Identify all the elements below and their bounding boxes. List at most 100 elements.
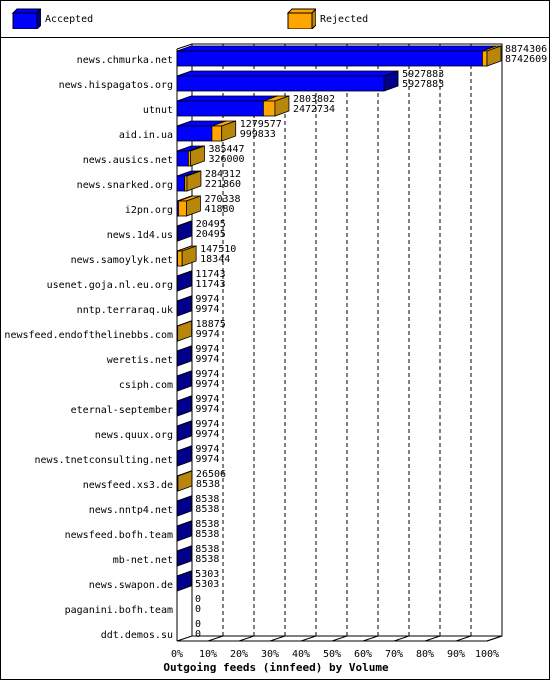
accepted-value-label: 5303 xyxy=(195,579,219,590)
offered-value-label: 9974 xyxy=(195,344,219,355)
floor-tick xyxy=(486,635,503,642)
accepted-value-label: 9974 xyxy=(195,454,219,465)
category-label: news.nntp4.net xyxy=(89,505,173,516)
accepted-value-label: 8538 xyxy=(196,479,220,490)
offered-value-label: 26506 xyxy=(196,469,226,480)
category-label: news.1d4.us xyxy=(107,230,173,241)
accepted-bar-top xyxy=(176,70,399,77)
accepted-value-label: 11743 xyxy=(195,279,225,290)
offered-value-label: 0 xyxy=(195,619,201,630)
accepted-value-label: 9974 xyxy=(195,354,219,365)
x-tick-label: 50% xyxy=(323,649,341,660)
accepted-value-label: 221860 xyxy=(205,179,241,190)
rejected-bar-side xyxy=(186,170,202,192)
x-tick-label: 0% xyxy=(171,649,183,660)
offered-value-label: 1279577 xyxy=(240,119,282,130)
accepted-bar-side xyxy=(176,495,192,517)
rejected-bar-side xyxy=(221,120,237,142)
category-label: nntp.terraraq.uk xyxy=(77,305,173,316)
rejected-bar-side xyxy=(274,95,290,117)
accepted-bar-side xyxy=(176,345,192,367)
category-label: newsfeed.bofh.team xyxy=(65,530,173,541)
x-tick-label: 90% xyxy=(447,649,465,660)
floor-tick xyxy=(300,635,317,642)
accepted-value-label: 5927883 xyxy=(402,79,444,90)
offered-value-label: 8538 xyxy=(195,544,219,555)
category-label: utnut xyxy=(143,105,173,116)
offered-value-label: 9974 xyxy=(195,294,219,305)
accepted-bar xyxy=(176,100,264,117)
accepted-value-label: 18344 xyxy=(200,254,230,265)
category-label: i2pn.org xyxy=(125,205,173,216)
category-label: paganini.bofh.team xyxy=(65,605,173,616)
category-label: news.samoylyk.net xyxy=(71,255,173,266)
category-label: news.ausics.net xyxy=(83,155,173,166)
accepted-value-label: 9974 xyxy=(195,379,219,390)
accepted-bar xyxy=(176,150,189,167)
legend-accepted-label: Accepted xyxy=(45,14,94,25)
offered-value-label: 18875 xyxy=(196,319,226,330)
accepted-bar-side xyxy=(383,70,399,92)
offered-value-label: 8538 xyxy=(195,519,219,530)
accepted-value-label: 8538 xyxy=(195,529,219,540)
x-tick-label: 10% xyxy=(199,649,217,660)
accepted-value-label: 9974 xyxy=(195,304,219,315)
accepted-bar-side xyxy=(177,220,193,242)
category-label: newsfeed.xs3.de xyxy=(83,480,173,491)
offered-value-label: 20495 xyxy=(196,219,226,230)
category-label: aid.in.ua xyxy=(119,130,173,141)
x-tick-label: 60% xyxy=(354,649,372,660)
x-tick-label: 70% xyxy=(385,649,403,660)
floor-tick xyxy=(424,635,441,642)
floor-tick xyxy=(331,635,348,642)
x-tick-label: 30% xyxy=(261,649,279,660)
accepted-bar-side xyxy=(176,520,192,542)
offered-value-label: 9974 xyxy=(195,369,219,380)
rejected-bar-side xyxy=(177,320,193,342)
accepted-bar xyxy=(176,75,385,92)
offered-value-label: 9974 xyxy=(195,394,219,405)
rejected-bar xyxy=(211,125,223,142)
offered-value-label: 5927883 xyxy=(402,69,444,80)
category-label: weretis.net xyxy=(107,355,173,366)
offered-value-label: 9974 xyxy=(195,444,219,455)
category-label: news.swapon.de xyxy=(89,580,173,591)
rejected-swatch xyxy=(286,8,316,29)
floor-tick xyxy=(455,635,472,642)
accepted-bar-side xyxy=(176,445,192,467)
rejected-bar xyxy=(178,200,187,217)
accepted-bar-top xyxy=(176,45,497,52)
offered-value-label: 5303 xyxy=(195,569,219,580)
offered-value-label: 270338 xyxy=(204,194,240,205)
accepted-value-label: 9974 xyxy=(195,429,219,440)
accepted-value-label: 999833 xyxy=(240,129,276,140)
accepted-value-label: 8742609 xyxy=(505,54,547,65)
floor-left-edge xyxy=(176,635,193,642)
offered-value-label: 11743 xyxy=(195,269,225,280)
category-label: news.hispagatos.org xyxy=(59,80,173,91)
accepted-value-label: 0 xyxy=(195,629,201,640)
floor-tick xyxy=(362,635,379,642)
accepted-value-label: 8538 xyxy=(195,554,219,565)
legend-rejected-label: Rejected xyxy=(320,14,369,25)
category-label: usenet.goja.nl.eu.org xyxy=(47,280,173,291)
floor-tick xyxy=(238,635,255,642)
accepted-bar xyxy=(176,175,186,192)
rejected-bar-side xyxy=(186,195,201,217)
accepted-value-label: 0 xyxy=(195,604,201,615)
x-tick-label: 40% xyxy=(292,649,310,660)
accepted-value-label: 326000 xyxy=(208,154,244,165)
rejected-bar-side xyxy=(177,470,193,492)
category-label: news.quux.org xyxy=(95,430,173,441)
category-label: mb-net.net xyxy=(113,555,173,566)
rejected-bar xyxy=(481,50,488,67)
accepted-bar-side xyxy=(176,570,192,592)
accepted-bar-side xyxy=(176,295,192,317)
accepted-value-label: 20495 xyxy=(196,229,226,240)
offered-value-label: 8874306 xyxy=(505,44,547,55)
rejected-bar xyxy=(262,100,276,117)
accepted-bar-side xyxy=(176,370,192,392)
accepted-value-label: 9974 xyxy=(195,404,219,415)
x-tick-label: 20% xyxy=(230,649,248,660)
